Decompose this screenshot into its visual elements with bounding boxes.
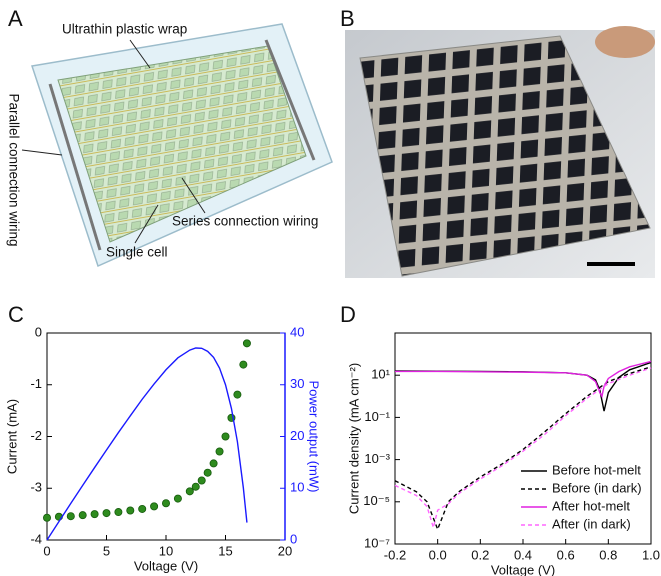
series-line <box>394 361 652 412</box>
data-point <box>90 510 99 519</box>
x-tick-label: 0.8 <box>599 547 617 562</box>
panel-b-photo <box>345 26 655 278</box>
data-point <box>239 360 248 369</box>
data-point <box>43 513 52 522</box>
data-point <box>209 459 218 468</box>
y2-axis-label: Power output (mW) <box>307 381 322 493</box>
x-tick-label: 0.0 <box>429 547 447 562</box>
x-tick-label: 0.6 <box>557 547 575 562</box>
plot-frame <box>46 332 286 541</box>
leader-line <box>21 149 63 156</box>
y-tick-label: -1 <box>30 376 42 391</box>
series-line <box>394 366 652 532</box>
scale-bar <box>587 262 635 266</box>
x-tick-label: 1.0 <box>642 547 660 562</box>
y-tick-label: 10¹ <box>371 367 390 382</box>
data-point <box>150 502 159 511</box>
y2-tick-label: 30 <box>290 376 304 391</box>
legend-label: Before hot-melt <box>552 462 641 477</box>
data-point <box>114 508 123 517</box>
y-tick-label: -4 <box>30 531 42 546</box>
y-tick-label: 10⁻¹ <box>364 409 390 424</box>
data-point <box>203 468 212 477</box>
y-tick-label: -3 <box>30 480 42 495</box>
x-tick-label: 20 <box>278 543 292 558</box>
annotation: Single cell <box>106 245 168 260</box>
leader-line <box>181 177 206 214</box>
y-tick-label: 10⁻³ <box>364 451 390 466</box>
panel-label: C <box>8 302 24 327</box>
data-point <box>102 509 111 518</box>
y2-tick-label: 10 <box>290 480 304 495</box>
y2-tick-label: 0 <box>290 531 297 546</box>
data-point <box>161 499 170 508</box>
annotation: Series connection wiring <box>172 214 318 229</box>
data-point <box>221 432 230 441</box>
legend-label: After (in dark) <box>552 516 631 531</box>
finger <box>595 26 655 58</box>
x-tick-label: -0.2 <box>384 547 406 562</box>
x-tick-label: 0.4 <box>514 547 532 562</box>
panel-label: A <box>8 6 23 31</box>
flexible-module <box>359 35 651 277</box>
y-axis-label: Current density (mA cm⁻²) <box>346 363 361 514</box>
data-point <box>78 511 87 520</box>
data-point <box>215 447 224 456</box>
y2-tick-label: 40 <box>290 324 304 339</box>
series-line <box>46 347 248 541</box>
legend-label: After hot-melt <box>552 498 630 513</box>
leader-line <box>134 204 159 244</box>
leader-line <box>129 39 151 69</box>
x-axis-label: Voltage (V) <box>491 562 555 576</box>
panel-label: D <box>340 302 356 327</box>
x-tick-label: 5 <box>103 543 110 558</box>
cell-array <box>57 45 307 243</box>
data-point <box>126 506 135 515</box>
x-tick-label: 0 <box>43 543 50 558</box>
y-tick-label: -2 <box>30 428 42 443</box>
x-axis-label: Voltage (V) <box>134 558 198 573</box>
series-line <box>395 360 652 399</box>
data-point <box>233 390 242 399</box>
panel-label: B <box>340 6 355 31</box>
bus-wire <box>264 39 316 161</box>
x-tick-label: 15 <box>218 543 232 558</box>
bus-wire <box>48 83 102 251</box>
data-point <box>197 476 206 485</box>
legend-label: Before (in dark) <box>552 480 642 495</box>
panel-a-illustration: Ultrathin plastic wrap Parallel connecti… <box>6 22 333 268</box>
y-tick-label: 10⁻⁷ <box>364 535 390 550</box>
x-tick-label: 0.2 <box>471 547 489 562</box>
data-point <box>138 504 147 513</box>
annotation: Parallel connection wiring <box>6 93 21 246</box>
data-point <box>191 482 200 491</box>
data-point <box>173 494 182 503</box>
series-line <box>394 367 652 531</box>
y2-tick-label: 20 <box>290 428 304 443</box>
data-point <box>185 487 194 496</box>
data-point <box>242 339 251 348</box>
y-tick-label: 10⁻⁵ <box>363 493 390 508</box>
annotation: Ultrathin plastic wrap <box>62 22 187 37</box>
data-point <box>66 512 75 521</box>
x-tick-label: 10 <box>159 543 173 558</box>
y-axis-label: Current (mA) <box>4 399 19 474</box>
y-tick-label: 0 <box>35 324 42 339</box>
